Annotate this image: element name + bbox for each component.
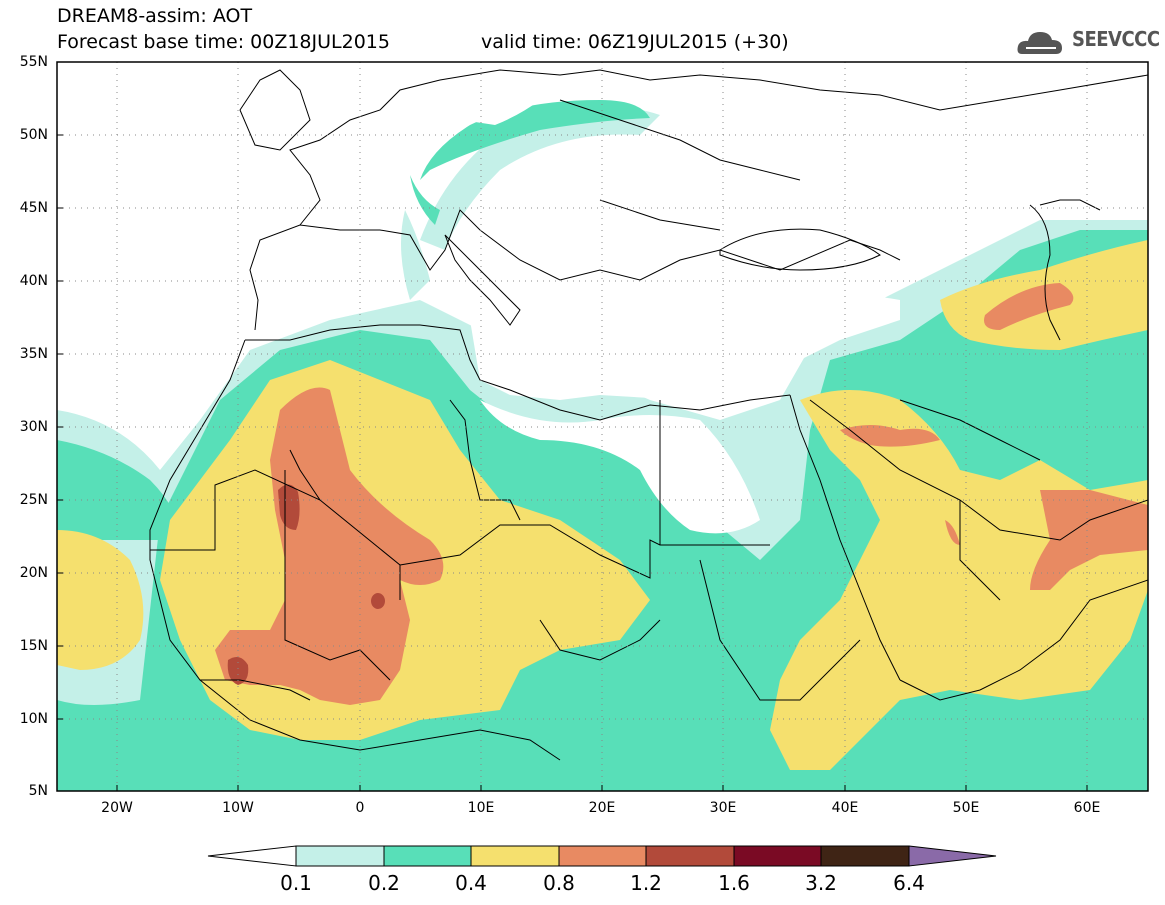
lat-label: 40N: [19, 273, 48, 289]
colorbar-bin-4: [558, 845, 647, 867]
lon-label: 30E: [709, 800, 737, 816]
aot-band-1.2: [227, 484, 385, 685]
lon-label: 60E: [1073, 800, 1101, 816]
aot-band-0.8: [215, 283, 1148, 705]
lon-label: 0: [355, 800, 365, 816]
lat-label: 10N: [19, 711, 48, 727]
aot-band-low: [420, 100, 900, 534]
colorbar-bin-6: [733, 845, 822, 867]
colorbar-label: 1.2: [630, 871, 662, 895]
colorbar-label: 0.2: [368, 871, 400, 895]
lon-label: 20E: [588, 800, 616, 816]
lat-label: 25N: [19, 492, 48, 508]
lat-label: 20N: [19, 565, 48, 581]
valid-time: valid time: 06Z19JUL2015 (+30): [481, 31, 789, 53]
lon-label: 50E: [952, 800, 980, 816]
lon-label: 40E: [831, 800, 859, 816]
colorbar-label: 3.2: [805, 871, 837, 895]
lat-label: 55N: [19, 54, 48, 70]
lon-label: 10E: [467, 800, 495, 816]
lat-label: 5N: [28, 783, 48, 799]
boundaries: [149, 69, 1148, 761]
aot-field: [57, 62, 1148, 791]
axis-ticks: [57, 134, 1088, 791]
map-title: DREAM8-assim: AOT: [57, 5, 253, 27]
logo-text: SEEVCCC: [1072, 27, 1160, 51]
colorbar-label: 1.6: [718, 871, 750, 895]
lon-label: 10W: [222, 800, 254, 816]
colorbar-label: 0.8: [543, 871, 575, 895]
colorbar: [207, 845, 997, 867]
lat-label: 35N: [19, 346, 48, 362]
lat-label: 30N: [19, 419, 48, 435]
colorbar-bin-3: [470, 845, 560, 867]
lat-label: 50N: [19, 127, 48, 143]
colorbar-label: 0.4: [455, 871, 487, 895]
forecast-base-time: Forecast base time: 00Z18JUL2015: [57, 31, 390, 53]
colorbar-label: 0.1: [280, 871, 312, 895]
lat-label: 15N: [19, 638, 48, 654]
colorbar-bin-2: [383, 845, 472, 867]
colorbar-under: [207, 845, 297, 867]
colorbar-label: 6.4: [893, 871, 925, 895]
colorbar-bin-1: [295, 845, 385, 867]
colorbar-over: [908, 845, 997, 867]
cloud-icon: [1017, 32, 1062, 54]
colorbar-bin-7: [820, 845, 910, 867]
lat-label: 45N: [19, 200, 48, 216]
colorbar-bin-5: [645, 845, 735, 867]
lon-label: 20W: [101, 800, 133, 816]
